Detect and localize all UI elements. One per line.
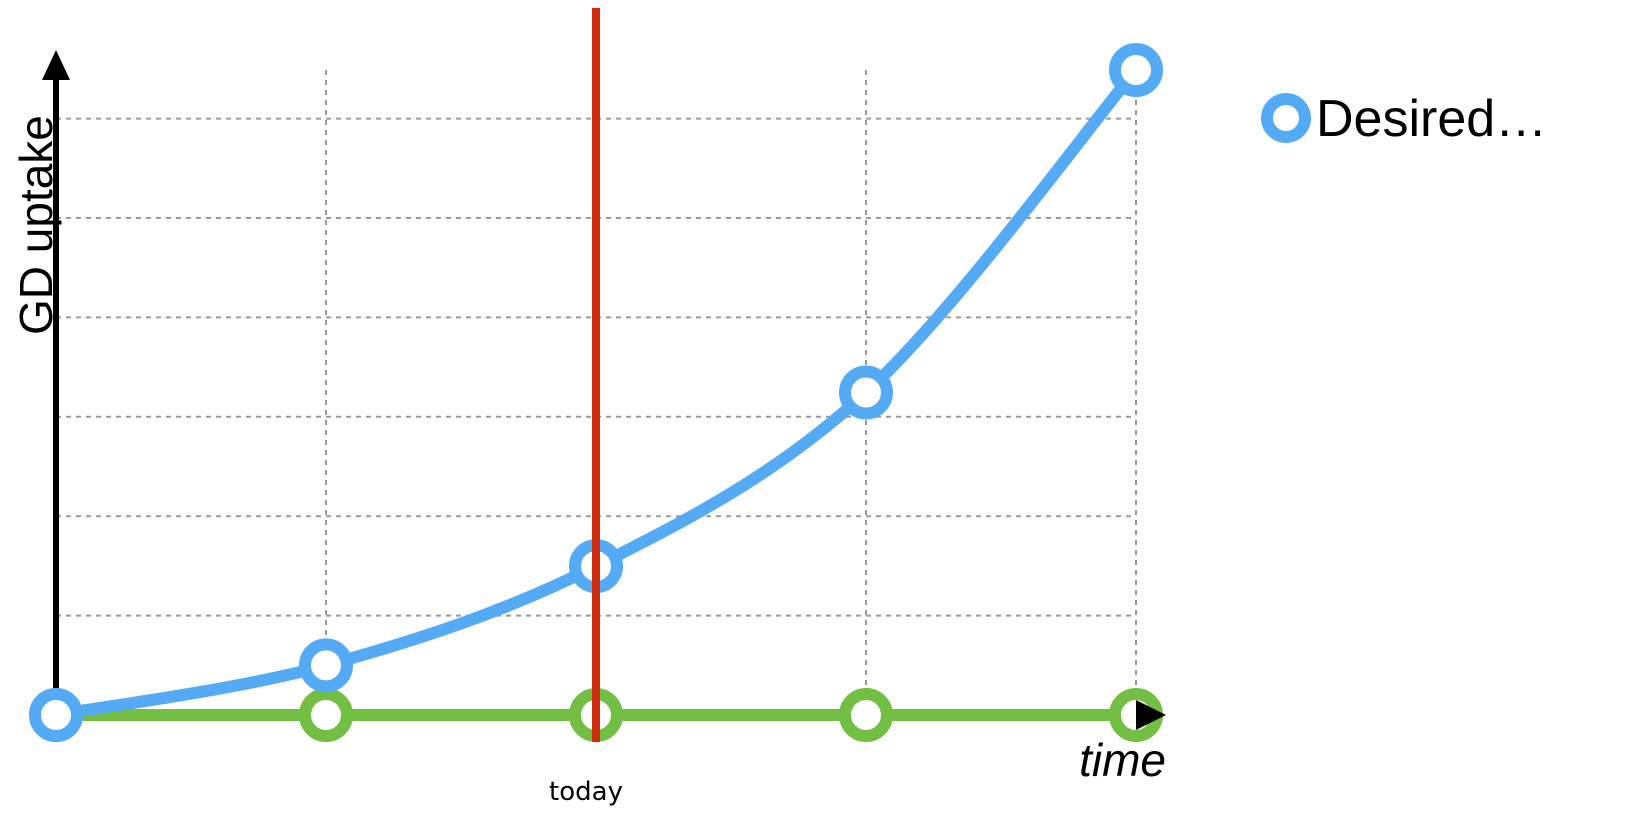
series-point-0 [299, 638, 353, 693]
legend-label: Desired… [1316, 90, 1547, 148]
series-point-0 [839, 365, 893, 420]
series-point-0 [1109, 43, 1163, 97]
series-point-0 [29, 688, 83, 742]
chart-legend: Desired… [1261, 90, 1547, 148]
x-axis-arrow [1136, 700, 1166, 730]
series-point-1 [839, 688, 893, 742]
x-axis-label: time [1079, 734, 1166, 786]
y-axis-arrow [42, 50, 70, 80]
y-axis-label: GD uptake [10, 115, 62, 335]
series-point-1 [299, 688, 353, 742]
legend-marker [1261, 93, 1311, 143]
today-annotation: today [549, 777, 623, 807]
